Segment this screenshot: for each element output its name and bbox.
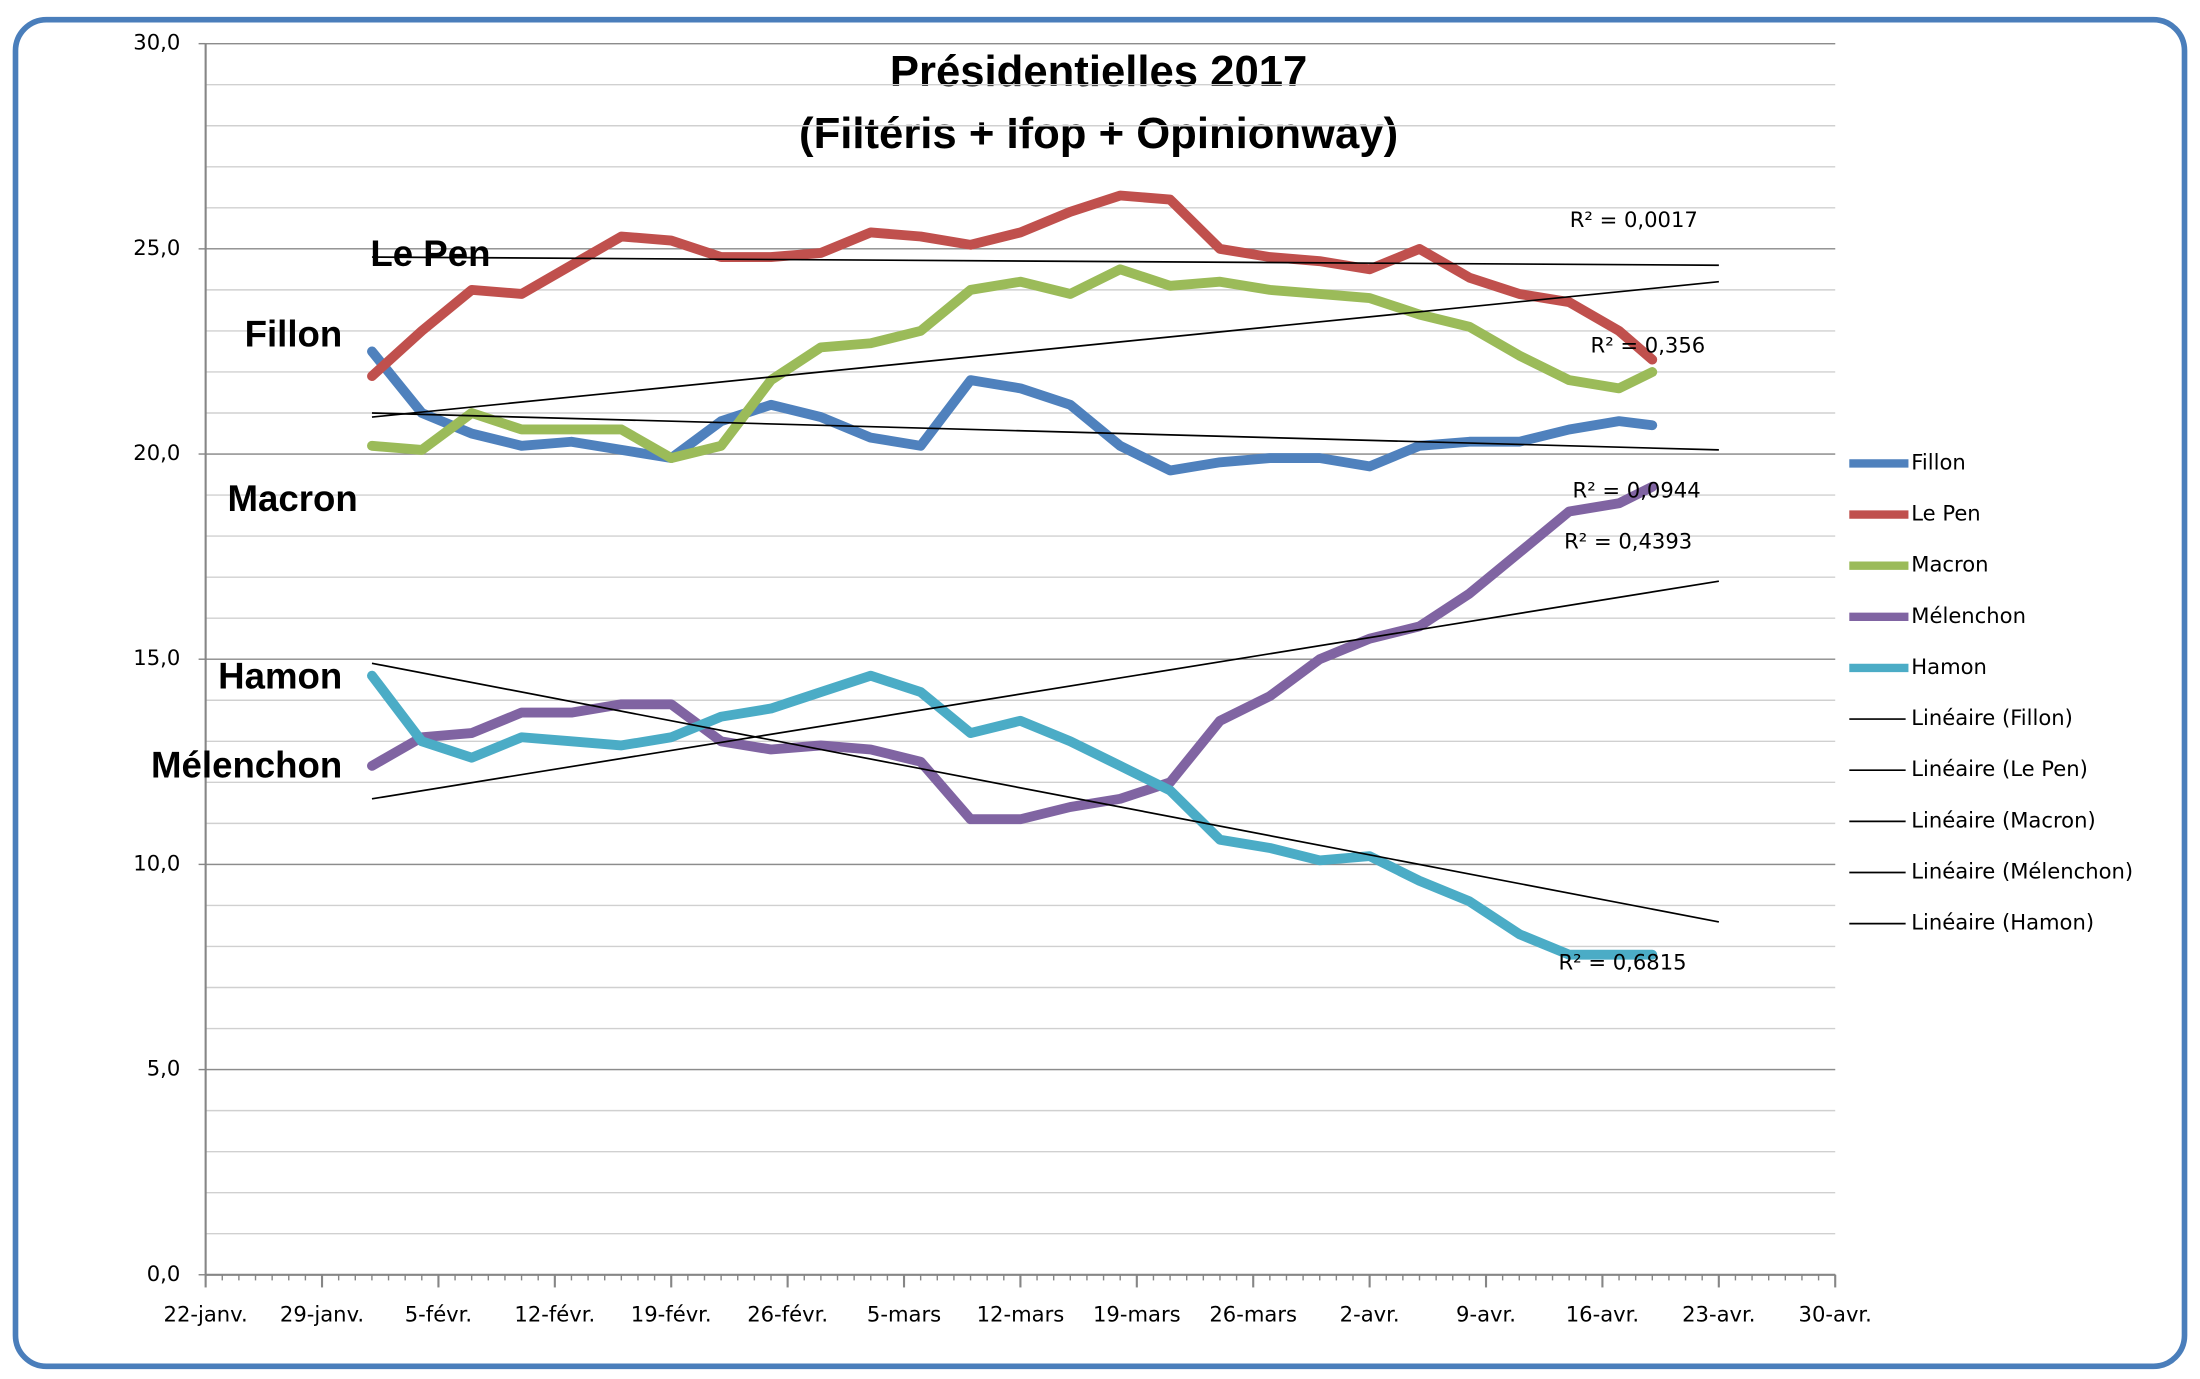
chart-title: Présidentielles 2017 [890, 47, 1307, 96]
x-tick-label: 19-mars [1093, 1302, 1181, 1327]
legend-label: Linéaire (Mélenchon) [1911, 858, 2133, 883]
trend-line [371, 412, 1719, 451]
legend-label: Le Pen [1911, 501, 1980, 526]
series-line [367, 264, 1658, 464]
x-tick-label: 5-mars [867, 1302, 941, 1327]
series-annotation: Le Pen [370, 233, 490, 274]
legend-label: Linéaire (Fillon) [1911, 705, 2073, 730]
x-tick-label: 9-avr. [1456, 1302, 1516, 1327]
r2-label: R² = 0,0944 [1573, 478, 1701, 503]
series-annotation: Mélenchon [151, 744, 342, 785]
x-tick-label: 19-févr. [631, 1302, 712, 1327]
legend-label: Macron [1911, 552, 1988, 577]
legend-label: Mélenchon [1911, 603, 2026, 628]
x-tick-label: 2-avr. [1340, 1302, 1400, 1327]
trend-line [371, 256, 1719, 267]
legend-label: Linéaire (Le Pen) [1911, 756, 2088, 781]
trend-line [371, 662, 1720, 923]
r2-label: R² = 0,6815 [1558, 949, 1686, 974]
x-tick-label: 12-mars [977, 1302, 1065, 1327]
chart-subtitle: (Filtéris + Ifop + Opinionway) [799, 109, 1398, 158]
trend-line [371, 280, 1719, 418]
series-line [367, 670, 1658, 960]
y-tick-label: 10,0 [133, 850, 180, 875]
legend-label: Hamon [1911, 654, 1987, 679]
y-tick-label: 25,0 [133, 235, 180, 260]
x-tick-label: 16-avr. [1566, 1302, 1639, 1327]
legend-label: Linéaire (Hamon) [1911, 910, 2094, 935]
x-tick-label: 26-févr. [747, 1302, 828, 1327]
x-tick-label: 22-janv. [164, 1302, 248, 1327]
r2-label: R² = 0,0017 [1570, 207, 1698, 232]
series-annotation: Macron [228, 478, 358, 519]
x-tick-label: 23-avr. [1682, 1302, 1755, 1327]
r2-label: R² = 0,4393 [1564, 528, 1692, 553]
x-tick-label: 12-févr. [514, 1302, 595, 1327]
y-tick-label: 20,0 [133, 440, 180, 465]
x-tick-label: 29-janv. [280, 1302, 364, 1327]
trend-line [371, 580, 1720, 800]
series-line [367, 481, 1658, 825]
y-tick-label: 5,0 [147, 1056, 181, 1081]
x-tick-label: 26-mars [1209, 1302, 1297, 1327]
series-annotation: Fillon [245, 313, 343, 354]
legend-label: Linéaire (Macron) [1911, 807, 2095, 832]
series-annotation: Hamon [218, 656, 342, 697]
series-line [367, 190, 1658, 382]
y-tick-label: 30,0 [133, 30, 180, 55]
x-tick-label: 30-avr. [1799, 1302, 1872, 1327]
legend-label: Fillon [1911, 449, 1965, 474]
x-tick-label: 5-févr. [405, 1302, 472, 1327]
y-tick-label: 15,0 [133, 645, 180, 670]
y-tick-label: 0,0 [147, 1261, 181, 1286]
r2-label: R² = 0,356 [1591, 333, 1706, 358]
